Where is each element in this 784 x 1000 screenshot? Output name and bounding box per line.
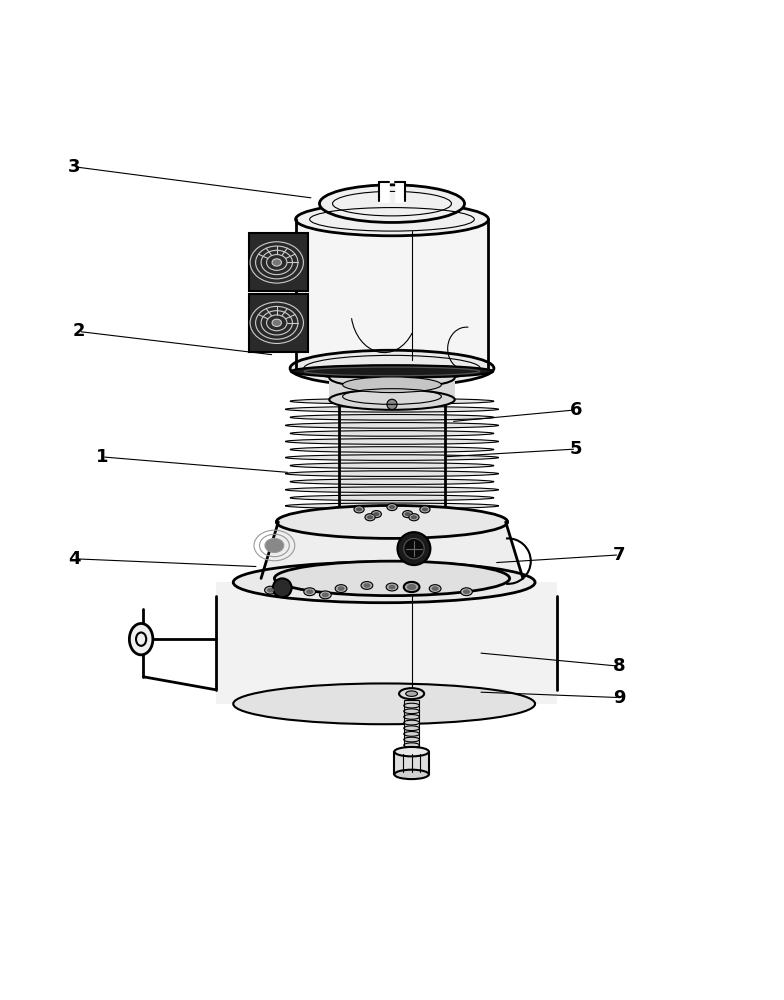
Ellipse shape — [460, 588, 472, 596]
Ellipse shape — [354, 506, 364, 513]
Ellipse shape — [356, 507, 362, 511]
Polygon shape — [339, 401, 445, 522]
Ellipse shape — [394, 770, 429, 779]
Ellipse shape — [407, 584, 416, 590]
Polygon shape — [394, 752, 429, 774]
Ellipse shape — [233, 683, 535, 724]
Ellipse shape — [403, 511, 412, 518]
Ellipse shape — [290, 350, 494, 386]
Ellipse shape — [365, 514, 375, 521]
Ellipse shape — [290, 463, 494, 468]
Ellipse shape — [343, 377, 441, 393]
Ellipse shape — [272, 259, 281, 266]
Ellipse shape — [431, 586, 439, 591]
Text: 2: 2 — [72, 322, 85, 340]
Ellipse shape — [367, 515, 373, 519]
Polygon shape — [296, 219, 488, 368]
Polygon shape — [395, 180, 405, 202]
Ellipse shape — [363, 583, 370, 588]
Ellipse shape — [394, 747, 429, 756]
Ellipse shape — [276, 505, 508, 538]
Text: 4: 4 — [68, 550, 81, 568]
Ellipse shape — [264, 586, 276, 594]
Ellipse shape — [290, 431, 494, 436]
Ellipse shape — [291, 365, 493, 378]
Ellipse shape — [463, 589, 470, 594]
Ellipse shape — [290, 398, 494, 404]
Ellipse shape — [361, 582, 372, 589]
Ellipse shape — [265, 538, 284, 553]
Ellipse shape — [387, 504, 397, 511]
Ellipse shape — [296, 203, 488, 236]
Ellipse shape — [285, 423, 499, 428]
Ellipse shape — [337, 586, 345, 591]
Text: 8: 8 — [613, 657, 626, 675]
Polygon shape — [249, 294, 308, 352]
Ellipse shape — [285, 503, 499, 509]
Polygon shape — [261, 522, 523, 578]
Ellipse shape — [303, 588, 315, 596]
Ellipse shape — [404, 582, 419, 592]
Ellipse shape — [387, 399, 397, 409]
Text: 9: 9 — [613, 689, 626, 707]
Ellipse shape — [285, 471, 499, 476]
Ellipse shape — [285, 406, 499, 412]
Ellipse shape — [129, 623, 153, 655]
Ellipse shape — [397, 532, 430, 565]
Ellipse shape — [404, 538, 424, 559]
Ellipse shape — [406, 691, 417, 696]
Text: 6: 6 — [570, 401, 583, 419]
Ellipse shape — [408, 583, 416, 588]
Ellipse shape — [321, 593, 328, 597]
Ellipse shape — [233, 562, 535, 603]
Ellipse shape — [430, 585, 441, 593]
Ellipse shape — [406, 582, 417, 589]
Text: 5: 5 — [570, 440, 583, 458]
Ellipse shape — [405, 512, 411, 516]
Polygon shape — [404, 700, 419, 751]
Ellipse shape — [285, 487, 499, 493]
Ellipse shape — [329, 389, 455, 410]
Ellipse shape — [411, 515, 417, 519]
Ellipse shape — [285, 439, 499, 444]
Ellipse shape — [285, 455, 499, 460]
Ellipse shape — [290, 479, 494, 485]
Ellipse shape — [267, 588, 274, 593]
Polygon shape — [249, 233, 308, 291]
Ellipse shape — [320, 185, 464, 222]
Ellipse shape — [422, 507, 428, 511]
Ellipse shape — [272, 319, 281, 326]
Ellipse shape — [319, 591, 331, 599]
Ellipse shape — [290, 511, 494, 517]
Ellipse shape — [329, 368, 455, 388]
Ellipse shape — [336, 585, 347, 593]
Ellipse shape — [386, 583, 398, 591]
Ellipse shape — [285, 519, 499, 525]
Ellipse shape — [290, 414, 494, 420]
Ellipse shape — [306, 589, 314, 594]
Text: 7: 7 — [613, 546, 626, 564]
Ellipse shape — [290, 495, 494, 501]
Polygon shape — [379, 180, 389, 202]
Ellipse shape — [409, 514, 419, 521]
Polygon shape — [216, 582, 557, 704]
Ellipse shape — [372, 511, 381, 518]
Text: 3: 3 — [68, 158, 81, 176]
Ellipse shape — [388, 585, 395, 589]
Ellipse shape — [274, 561, 510, 596]
Ellipse shape — [290, 447, 494, 452]
Ellipse shape — [389, 505, 395, 509]
Ellipse shape — [420, 506, 430, 513]
Ellipse shape — [399, 688, 424, 699]
Ellipse shape — [273, 578, 292, 597]
Ellipse shape — [373, 512, 379, 516]
Text: 1: 1 — [96, 448, 108, 466]
Polygon shape — [329, 378, 455, 400]
